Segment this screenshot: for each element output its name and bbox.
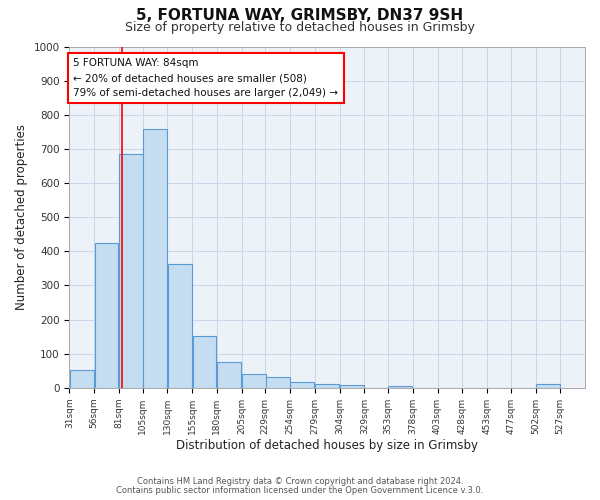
Bar — [266, 377, 290, 388]
Bar — [168, 264, 192, 388]
Bar — [119, 154, 143, 388]
Bar — [217, 362, 241, 388]
Bar — [95, 243, 118, 388]
Bar — [315, 384, 339, 388]
Bar — [388, 386, 412, 388]
Bar — [143, 130, 167, 388]
Bar — [536, 384, 560, 388]
Y-axis label: Number of detached properties: Number of detached properties — [15, 124, 28, 310]
Bar — [193, 336, 217, 388]
Bar — [340, 385, 364, 388]
Text: Contains public sector information licensed under the Open Government Licence v.: Contains public sector information licen… — [116, 486, 484, 495]
Bar — [290, 382, 314, 388]
Text: 5 FORTUNA WAY: 84sqm
← 20% of detached houses are smaller (508)
79% of semi-deta: 5 FORTUNA WAY: 84sqm ← 20% of detached h… — [73, 58, 338, 98]
Text: Contains HM Land Registry data © Crown copyright and database right 2024.: Contains HM Land Registry data © Crown c… — [137, 477, 463, 486]
Bar — [242, 374, 266, 388]
Text: Size of property relative to detached houses in Grimsby: Size of property relative to detached ho… — [125, 21, 475, 34]
X-axis label: Distribution of detached houses by size in Grimsby: Distribution of detached houses by size … — [176, 440, 478, 452]
Text: 5, FORTUNA WAY, GRIMSBY, DN37 9SH: 5, FORTUNA WAY, GRIMSBY, DN37 9SH — [136, 8, 464, 22]
Bar — [70, 370, 94, 388]
